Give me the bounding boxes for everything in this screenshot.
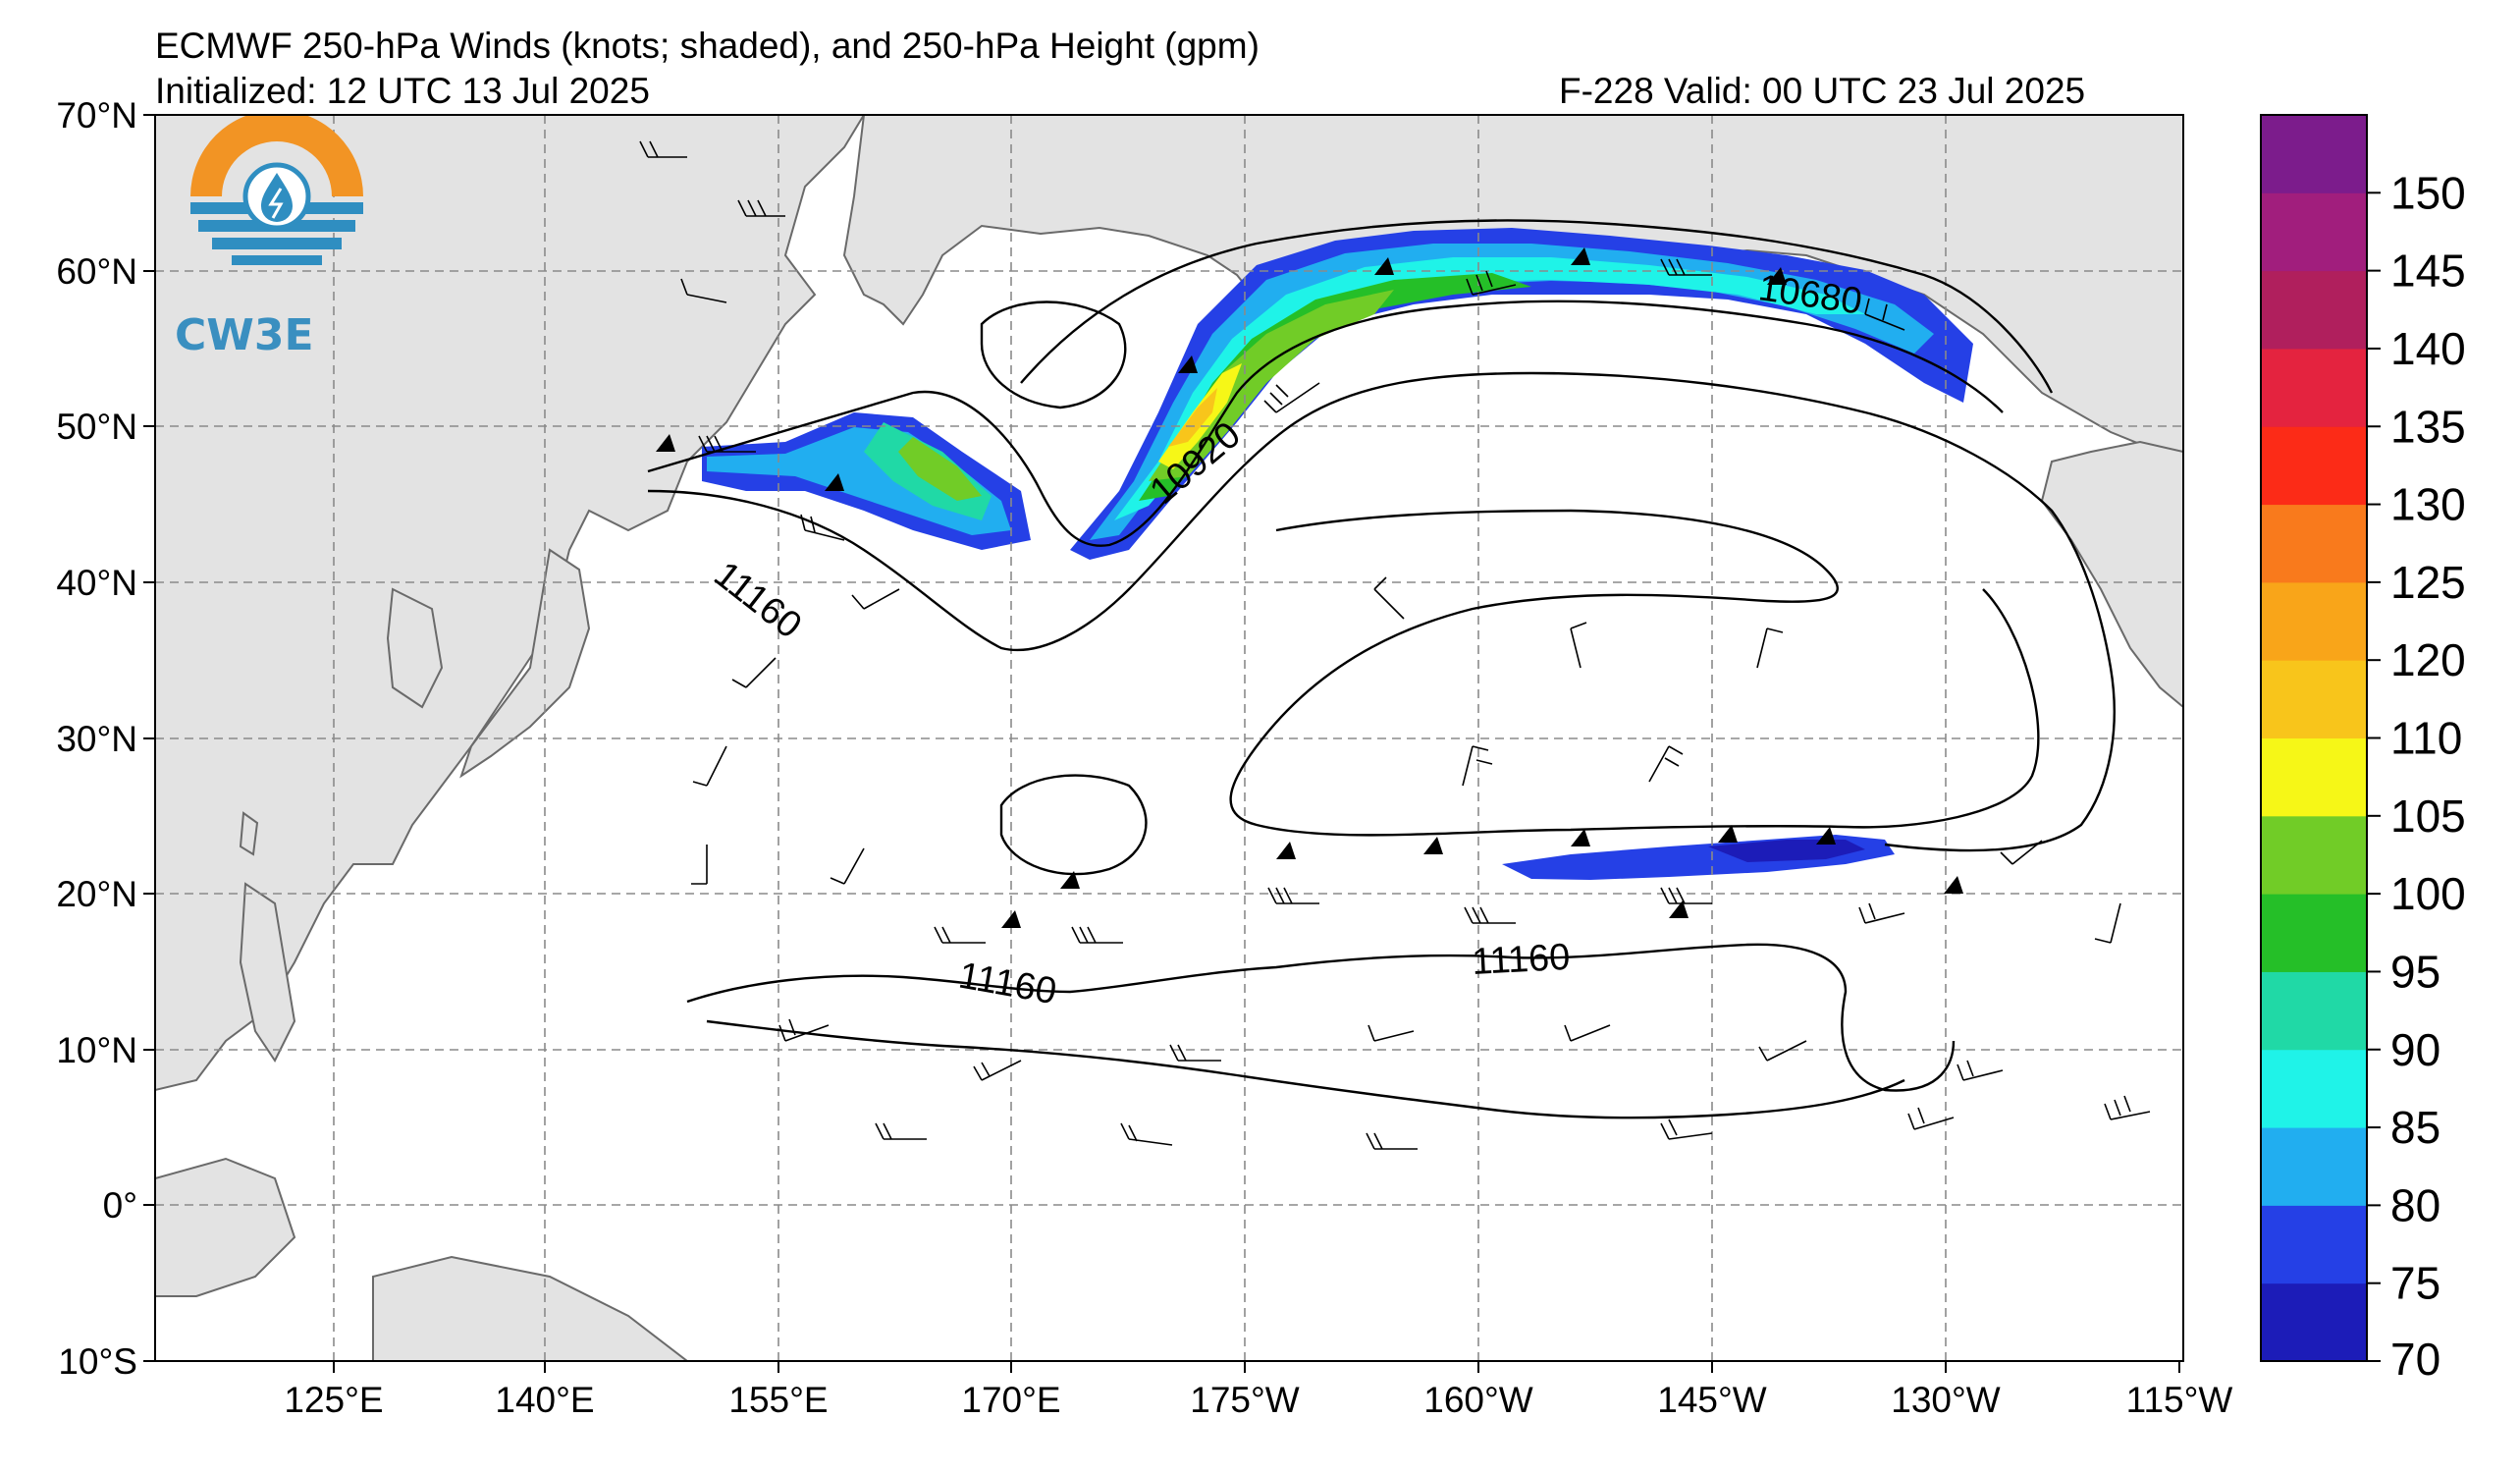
lat-label-40n: 40°N	[56, 563, 137, 603]
contour-10920	[647, 300, 2004, 547]
colorbar-tick-label: 90	[2390, 1024, 2440, 1075]
map-title: ECMWF 250-hPa Winds (knots; shaded), and…	[155, 26, 1260, 66]
colorbar-swatch	[2261, 1282, 2367, 1362]
colorbar-tick-label: 145	[2390, 246, 2466, 297]
colorbar-tick-label: 70	[2390, 1334, 2440, 1385]
contour-10680	[1020, 219, 2054, 394]
colorbar-tick-label: 85	[2390, 1102, 2440, 1153]
colorbar: 150 145 140 135 130 125 120 110 105 100 95 90 85 80 75…	[2260, 114, 2466, 1385]
lat-label-70n: 70°N	[56, 95, 137, 136]
lat-lon-grid	[155, 115, 2183, 1361]
water-drop-logo-icon	[190, 115, 363, 265]
wind-pennants	[656, 247, 1963, 928]
lat-label-30n: 30°N	[56, 719, 137, 759]
colorbar-swatch	[2261, 426, 2367, 506]
lon-label-170e: 170°E	[961, 1380, 1060, 1420]
contour-equatorial	[706, 1019, 1905, 1119]
map-area: 10680 10920 11160 11160 11160 CW	[155, 115, 2183, 1361]
contour-11160-south	[686, 943, 1956, 1092]
colorbar-tick-label: 140	[2390, 323, 2466, 374]
colorbar-swatch	[2261, 115, 2367, 193]
lat-label-20n: 20°N	[56, 874, 137, 914]
colorbar-tick-label: 130	[2390, 479, 2466, 530]
axis-ticks	[143, 114, 2180, 1373]
colorbar-tick-label: 75	[2390, 1258, 2440, 1309]
colorbar-tick-label: 105	[2390, 791, 2466, 842]
new-guinea-land	[372, 1255, 689, 1361]
lon-label-115w: 115°W	[2126, 1380, 2233, 1420]
colorbar-swatch	[2261, 971, 2367, 1051]
contour-anticyclone-east	[1229, 509, 2040, 837]
longitude-labels: 125°E 140°E 155°E 170°E 175°W 160°W 145°…	[284, 1380, 2232, 1420]
lon-label-175w: 175°W	[1190, 1380, 1300, 1420]
colorbar-swatch	[2261, 581, 2367, 661]
indonesia-land	[155, 1157, 296, 1297]
lat-label-60n: 60°N	[56, 251, 137, 292]
lat-label-0: 0°	[103, 1185, 137, 1226]
lat-label-50n: 50°N	[56, 407, 137, 447]
colorbar-swatch	[2261, 1127, 2367, 1206]
contour-11160-north	[647, 371, 2116, 852]
contour-label-11160-east: 11160	[1471, 937, 1571, 983]
lon-label-145w: 145°W	[1657, 1380, 1767, 1420]
colorbar-swatch	[2261, 737, 2367, 817]
colorbar-tick-label: 125	[2390, 557, 2466, 608]
lon-label-155e: 155°E	[728, 1380, 828, 1420]
colorbar-tick-label: 110	[2390, 713, 2462, 764]
wind-barbs	[639, 140, 2151, 1150]
taiwan-land	[239, 811, 259, 856]
jet-streak-west-max	[898, 437, 982, 501]
korea-land	[386, 587, 444, 709]
colorbar-tick-label: 100	[2390, 868, 2466, 919]
colorbar-swatch	[2261, 192, 2367, 272]
colorbar-swatch	[2261, 815, 2367, 895]
colorbar-swatch	[2261, 660, 2367, 738]
philippines-land	[239, 882, 296, 1063]
logo-text: CW3E	[175, 310, 314, 360]
lon-label-125e: 125°E	[284, 1380, 383, 1420]
lon-label-140e: 140°E	[495, 1380, 594, 1420]
lat-label-10s: 10°S	[58, 1341, 137, 1382]
valid-time: F-228 Valid: 00 UTC 23 Jul 2025	[1559, 71, 2086, 111]
colorbar-swatch	[2261, 348, 2367, 427]
contour-low-north	[980, 300, 1127, 409]
colorbar-tick-label: 135	[2390, 401, 2466, 452]
colorbar-tick-label: 95	[2390, 946, 2440, 997]
colorbar-swatch	[2261, 1205, 2367, 1284]
colorbar-tick-label: 120	[2390, 634, 2466, 685]
initialized-time: Initialized: 12 UTC 13 Jul 2025	[155, 71, 650, 111]
lon-label-130w: 130°W	[1891, 1380, 2001, 1420]
colorbar-swatch	[2261, 1049, 2367, 1128]
colorbar-swatch	[2261, 270, 2367, 350]
jet-streak-north-peak	[1168, 388, 1217, 447]
jet-streak-subtropical-core	[1708, 840, 1865, 862]
colorbar-swatch	[2261, 504, 2367, 583]
colorbar-tick-label: 80	[2390, 1179, 2440, 1230]
colorbar-swatch	[2261, 894, 2367, 972]
japan-land	[459, 548, 591, 779]
height-contours	[647, 219, 2116, 1119]
cw3e-logo: CW3E	[175, 115, 363, 360]
latitude-labels: 70°N 60°N 50°N 40°N 30°N 20°N 10°N 0° 10…	[56, 95, 137, 1382]
colorbar-tick-label: 150	[2390, 167, 2466, 218]
contour-low-central	[999, 774, 1148, 876]
lat-label-10n: 10°N	[56, 1030, 137, 1070]
lon-label-160w: 160°W	[1423, 1380, 1533, 1420]
land-masses	[155, 115, 2183, 1361]
